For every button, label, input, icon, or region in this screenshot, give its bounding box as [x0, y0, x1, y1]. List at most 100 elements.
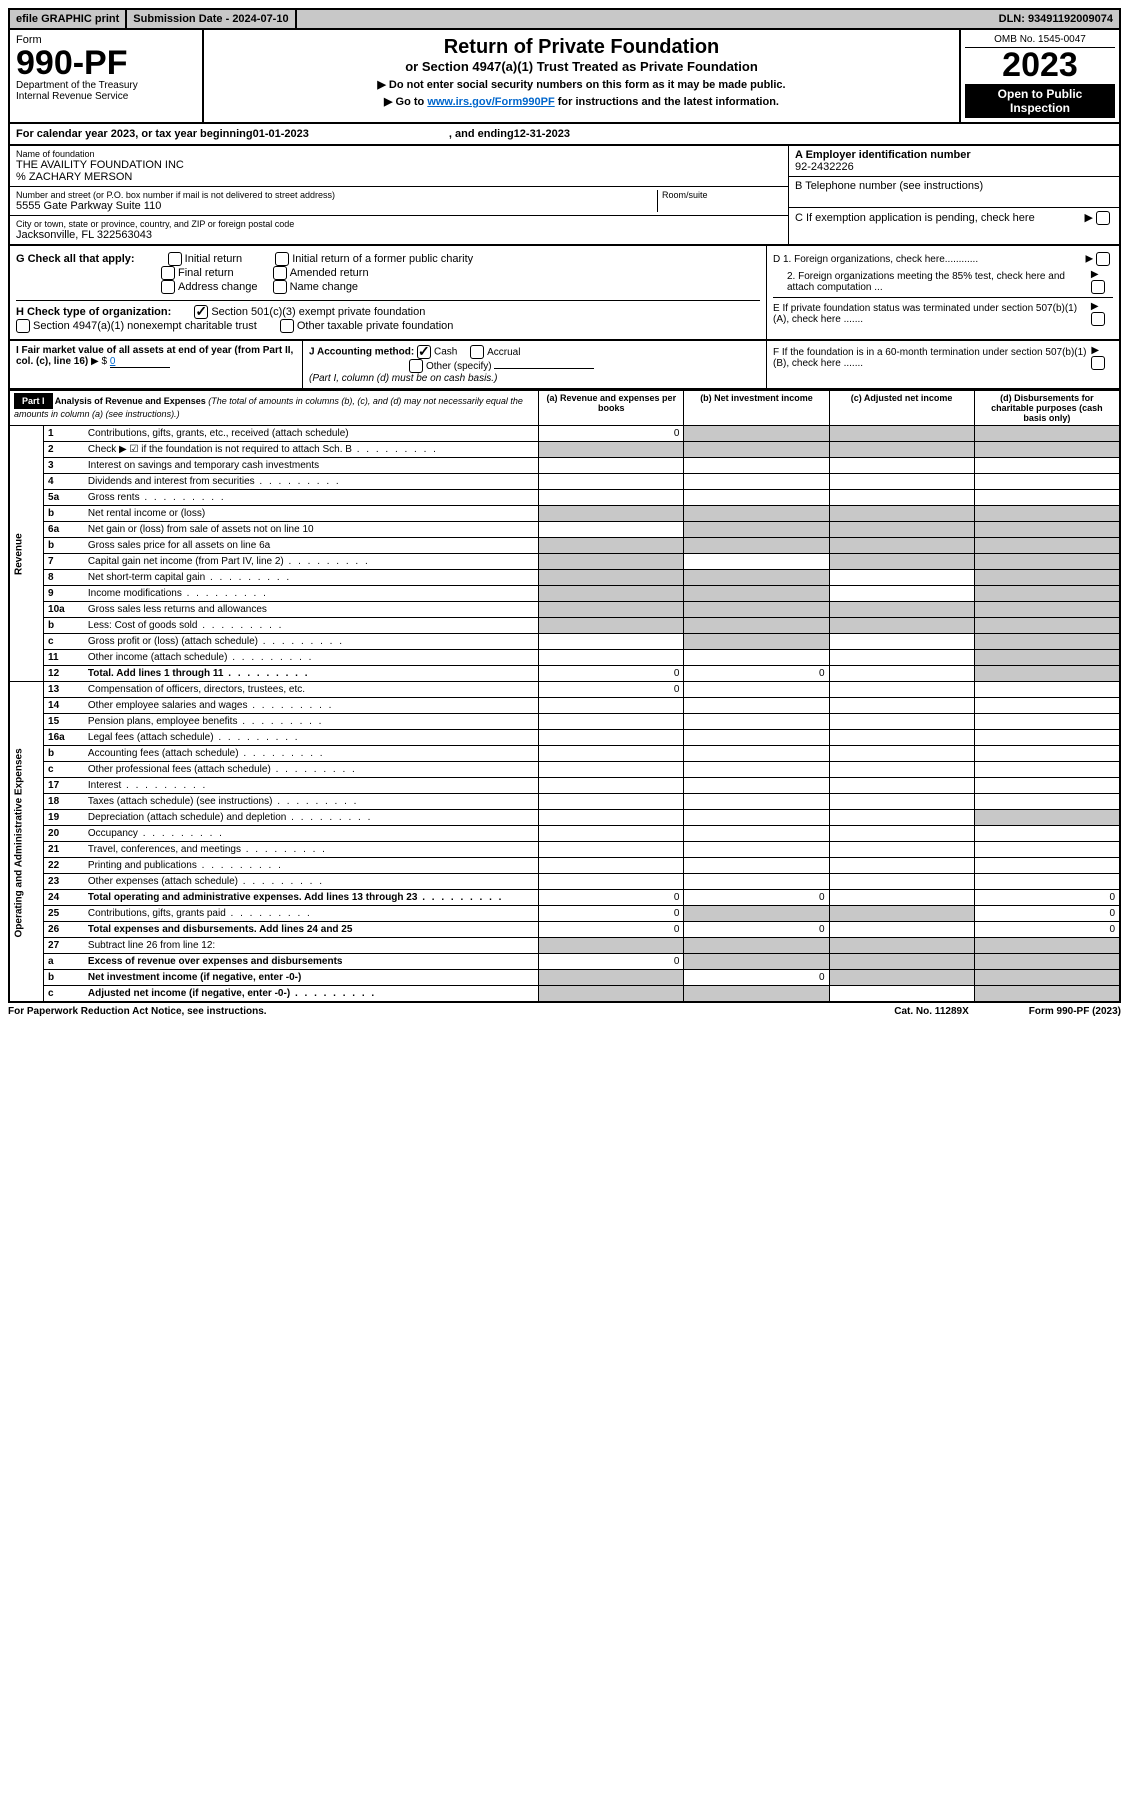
cell-col-b [684, 794, 829, 810]
table-row: bLess: Cost of goods sold [9, 618, 1120, 634]
cell-col-a: 0 [539, 890, 684, 906]
cell-col-d [974, 586, 1120, 602]
title-box: Return of Private Foundation or Section … [204, 30, 961, 122]
row-description: Net investment income (if negative, ente… [84, 970, 539, 986]
cell-col-b [684, 538, 829, 554]
cell-col-b [684, 490, 829, 506]
cell-col-b [684, 554, 829, 570]
row-number: 19 [44, 810, 84, 826]
row-description: Interest [84, 778, 539, 794]
row-description: Gross profit or (loss) (attach schedule) [84, 634, 539, 650]
row-number: c [44, 634, 84, 650]
e-checkbox[interactable] [1091, 312, 1105, 326]
cell-col-a [539, 458, 684, 474]
cell-col-c [829, 890, 974, 906]
cell-col-a [539, 762, 684, 778]
row-number: b [44, 538, 84, 554]
city-label: City or town, state or province, country… [16, 219, 782, 229]
dept-label: Department of the Treasury [16, 80, 196, 91]
cell-col-c [829, 906, 974, 922]
cell-col-c [829, 650, 974, 666]
cell-col-c [829, 506, 974, 522]
amended-checkbox[interactable] [273, 266, 287, 280]
cal-end: 12-31-2023 [514, 128, 570, 140]
4947-checkbox[interactable] [16, 319, 30, 333]
row-number: a [44, 954, 84, 970]
c-checkbox[interactable] [1096, 211, 1110, 225]
cell-col-a [539, 794, 684, 810]
cell-col-d [974, 506, 1120, 522]
501c3-checkbox[interactable] [194, 305, 208, 319]
cell-col-d [974, 554, 1120, 570]
ein-cell: A Employer identification number 92-2432… [789, 146, 1119, 177]
cell-col-a [539, 490, 684, 506]
d1-checkbox[interactable] [1096, 252, 1110, 266]
d2-label: 2. Foreign organizations meeting the 85%… [773, 271, 1091, 293]
cell-col-b [684, 746, 829, 762]
table-row: 16aLegal fees (attach schedule) [9, 730, 1120, 746]
cell-col-d [974, 794, 1120, 810]
fmv-value[interactable]: 0 [110, 356, 170, 368]
cell-col-b [684, 426, 829, 442]
cell-col-c [829, 426, 974, 442]
row-description: Gross rents [84, 490, 539, 506]
row-number: 6a [44, 522, 84, 538]
cell-col-a [539, 602, 684, 618]
cell-col-a [539, 618, 684, 634]
col-d-header: (d) Disbursements for charitable purpose… [974, 391, 1120, 426]
irs-link[interactable]: www.irs.gov/Form990PF [427, 96, 554, 108]
table-row: 10aGross sales less returns and allowanc… [9, 602, 1120, 618]
other-method-checkbox[interactable] [409, 359, 423, 373]
row-number: 5a [44, 490, 84, 506]
footer: For Paperwork Reduction Act Notice, see … [8, 1003, 1121, 1017]
row-description: Contributions, gifts, grants paid [84, 906, 539, 922]
cell-col-c [829, 778, 974, 794]
form-note-1: ▶ Do not enter social security numbers o… [210, 78, 953, 91]
accrual-checkbox[interactable] [470, 345, 484, 359]
ein-label: A Employer identification number [795, 149, 1113, 161]
row-number: 23 [44, 874, 84, 890]
row-description: Travel, conferences, and meetings [84, 842, 539, 858]
cell-col-d [974, 986, 1120, 1003]
f-checkbox[interactable] [1091, 356, 1105, 370]
cell-col-b [684, 842, 829, 858]
cell-col-c [829, 986, 974, 1003]
row-description: Total. Add lines 1 through 11 [84, 666, 539, 682]
cell-col-c [829, 762, 974, 778]
table-row: cGross profit or (loss) (attach schedule… [9, 634, 1120, 650]
cal-begin: 01-01-2023 [253, 128, 309, 140]
address-change-checkbox[interactable] [161, 280, 175, 294]
final-return-checkbox[interactable] [161, 266, 175, 280]
cell-col-a [539, 698, 684, 714]
submission-date: Submission Date - 2024-07-10 [127, 10, 296, 28]
row-description: Interest on savings and temporary cash i… [84, 458, 539, 474]
other-taxable-checkbox[interactable] [280, 319, 294, 333]
cal-mid: , and ending [449, 128, 514, 140]
opt-amended: Amended return [290, 267, 369, 279]
row-number: 24 [44, 890, 84, 906]
initial-return-checkbox[interactable] [168, 252, 182, 266]
cell-col-a [539, 474, 684, 490]
table-row: 19Depreciation (attach schedule) and dep… [9, 810, 1120, 826]
d2-checkbox[interactable] [1091, 280, 1105, 294]
cal-prefix: For calendar year 2023, or tax year begi… [16, 128, 253, 140]
row-description: Gross sales less returns and allowances [84, 602, 539, 618]
part1-badge: Part I [14, 393, 53, 409]
row-number: b [44, 970, 84, 986]
cash-checkbox[interactable] [417, 345, 431, 359]
irs-label: Internal Revenue Service [16, 91, 196, 102]
entity-block: Name of foundation THE AVAILITY FOUNDATI… [8, 146, 1121, 246]
name-change-checkbox[interactable] [273, 280, 287, 294]
cell-col-c [829, 970, 974, 986]
row-description: Total operating and administrative expen… [84, 890, 539, 906]
fmv-left: I Fair market value of all assets at end… [10, 341, 303, 388]
cell-col-b [684, 906, 829, 922]
cell-col-a: 0 [539, 954, 684, 970]
cell-col-c [829, 682, 974, 698]
row-number: 12 [44, 666, 84, 682]
city-cell: City or town, state or province, country… [10, 216, 788, 244]
row-number: 20 [44, 826, 84, 842]
revenue-side-label: Revenue [9, 426, 44, 682]
note2-post: for instructions and the latest informat… [555, 96, 779, 108]
former-charity-checkbox[interactable] [275, 252, 289, 266]
